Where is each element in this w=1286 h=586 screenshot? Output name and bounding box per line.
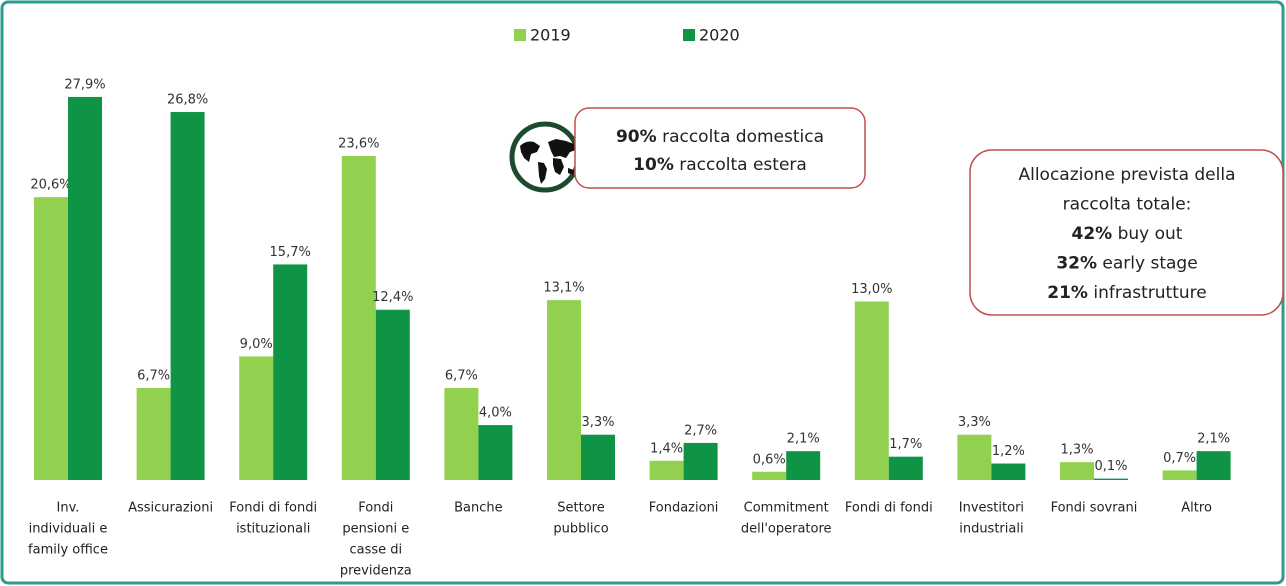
- value-label: 2,7%: [684, 423, 717, 438]
- bar: [1162, 470, 1197, 480]
- bar: [786, 451, 821, 480]
- value-label: 6,7%: [137, 369, 170, 384]
- x-tick-label: Fondazioni: [649, 501, 719, 516]
- annotation-text: Allocazione prevista della: [1018, 165, 1235, 185]
- bar: [1060, 462, 1094, 480]
- x-tick-label: istituzionali: [236, 522, 310, 537]
- bar: [957, 434, 992, 480]
- globe-icon: [509, 121, 581, 193]
- x-tick-label: individuali e: [29, 522, 108, 537]
- legend-label: 2019: [530, 26, 571, 45]
- x-tick-label: Altro: [1181, 501, 1212, 516]
- bar: [547, 300, 581, 480]
- x-tick-label: industriali: [959, 522, 1023, 537]
- x-tick-label: Fondi: [358, 501, 393, 516]
- value-label: 1,4%: [650, 441, 683, 456]
- annotation-text: 10% raccolta estera: [633, 155, 807, 175]
- value-label: 1,2%: [992, 444, 1025, 459]
- annotation-text: raccolta totale:: [1063, 195, 1192, 215]
- value-label: 3,3%: [581, 415, 614, 430]
- x-tick-label: Fondi di fondi: [229, 501, 317, 516]
- bar: [478, 425, 513, 480]
- value-label: 0,7%: [1163, 451, 1196, 466]
- bar: [854, 301, 889, 480]
- value-label: 1,7%: [889, 437, 922, 452]
- bar: [444, 388, 479, 480]
- bar: [239, 356, 274, 480]
- bar: [581, 434, 615, 480]
- annotation-box: [969, 149, 1284, 316]
- bar: [1196, 451, 1231, 480]
- x-tick-label: Inv.: [57, 501, 80, 516]
- bar: [375, 309, 410, 480]
- value-label: 20,6%: [30, 178, 71, 193]
- bar: [649, 460, 684, 480]
- legend-label: 2020: [699, 26, 740, 45]
- x-tick-label: Assicurazioni: [128, 501, 213, 516]
- x-tick-label: Fondi sovrani: [1051, 501, 1138, 516]
- bar: [273, 264, 308, 480]
- x-tick-label: Banche: [454, 501, 503, 516]
- x-tick-label: Commitment: [744, 501, 829, 516]
- x-tick-label: family office: [28, 543, 108, 558]
- bar: [1094, 478, 1128, 480]
- x-tick-label: pubblico: [553, 522, 608, 537]
- value-label: 1,3%: [1060, 443, 1093, 458]
- x-tick-label: pensioni e: [342, 522, 409, 537]
- bar: [683, 442, 718, 480]
- bar: [34, 197, 68, 481]
- value-label: 0,1%: [1094, 459, 1127, 474]
- value-label: 4,0%: [479, 406, 512, 421]
- x-tick-label: dell'operatore: [741, 522, 832, 537]
- annotation-text: 21% infrastrutture: [1047, 283, 1206, 303]
- bar: [888, 456, 923, 480]
- x-tick-label: previdenza: [340, 564, 412, 579]
- legend-swatch: [683, 29, 695, 41]
- value-label: 15,7%: [270, 245, 311, 260]
- x-tick-label: Settore: [557, 501, 604, 516]
- value-label: 9,0%: [240, 337, 273, 352]
- bar: [68, 96, 102, 481]
- value-label: 13,0%: [851, 282, 892, 297]
- value-label: 26,8%: [167, 93, 208, 108]
- annotation-box: [574, 107, 866, 189]
- value-label: 2,1%: [1197, 432, 1230, 447]
- value-label: 0,6%: [753, 452, 786, 467]
- value-label: 2,1%: [787, 432, 820, 447]
- value-label: 13,1%: [543, 281, 584, 296]
- bar: [341, 155, 376, 481]
- legend-swatch: [514, 29, 526, 41]
- x-tick-label: casse di: [349, 543, 402, 558]
- annotation-text: 42% buy out: [1072, 224, 1183, 244]
- annotation-text: 90% raccolta domestica: [616, 127, 824, 147]
- value-label: 12,4%: [372, 290, 413, 305]
- x-tick-label: Investitori: [959, 501, 1024, 516]
- bar: [170, 112, 205, 480]
- value-label: 23,6%: [338, 136, 379, 151]
- bar: [752, 471, 787, 480]
- annotation-text: 32% early stage: [1056, 254, 1197, 274]
- bar: [136, 388, 171, 480]
- value-label: 27,9%: [64, 77, 105, 92]
- x-tick-label: Fondi di fondi: [845, 501, 933, 516]
- bar: [991, 463, 1026, 480]
- value-label: 3,3%: [958, 415, 991, 430]
- value-label: 6,7%: [445, 369, 478, 384]
